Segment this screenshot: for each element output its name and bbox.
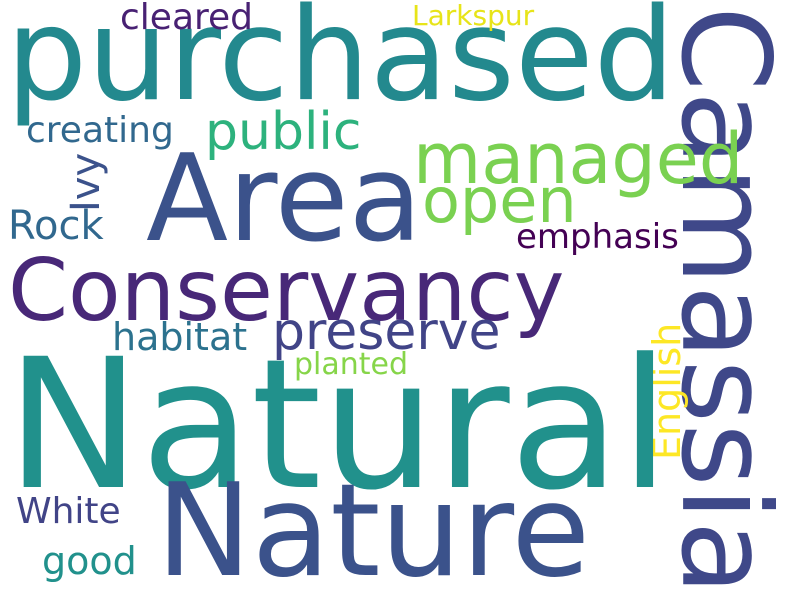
word-larkspur: Larkspur: [412, 0, 535, 32]
word-public: public: [205, 102, 362, 162]
word-rock: Rock: [8, 203, 104, 249]
word-purchased: purchased: [6, 0, 675, 130]
word-open: open: [422, 164, 577, 237]
word-nature: Nature: [156, 457, 591, 600]
word-conservancy: Conservancy: [8, 241, 565, 341]
word-area: Area: [146, 130, 423, 269]
word-camassia: Camassia: [654, 6, 796, 596]
word-natural: Natural: [6, 321, 670, 530]
word-managed: managed: [413, 118, 744, 200]
word-good: good: [42, 539, 137, 583]
word-emphasis: emphasis: [516, 217, 679, 257]
word-cleared: cleared: [120, 0, 254, 38]
word-habitat: habitat: [112, 315, 248, 359]
word-planted: planted: [294, 347, 409, 382]
word-creating: creating: [26, 110, 174, 151]
word-white: White: [16, 491, 121, 532]
word-preserve: preserve: [272, 302, 501, 362]
